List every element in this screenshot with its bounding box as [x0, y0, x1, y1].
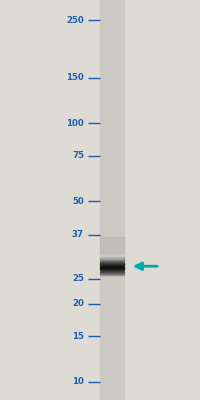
Bar	[100, 237, 124, 252]
Text: 20: 20	[72, 300, 84, 308]
Text: 50: 50	[72, 197, 84, 206]
Text: 10: 10	[72, 377, 84, 386]
Text: 15: 15	[72, 332, 84, 341]
Text: 100: 100	[66, 119, 84, 128]
Text: 75: 75	[72, 151, 84, 160]
Text: 37: 37	[72, 230, 84, 240]
Text: 150: 150	[66, 73, 84, 82]
Text: 25: 25	[72, 274, 84, 284]
Bar	[100, 0, 124, 400]
Text: 250: 250	[66, 16, 84, 25]
